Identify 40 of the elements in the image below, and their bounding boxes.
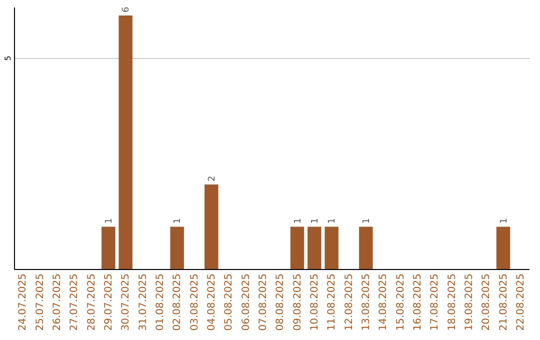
- x-tick-label: 04.08.2025: [206, 274, 218, 331]
- data-label: 1: [293, 218, 304, 224]
- x-tick-label: 02.08.2025: [172, 274, 184, 331]
- data-label: 1: [310, 218, 320, 224]
- x-tick-label: 06.08.2025: [240, 274, 252, 331]
- x-tick-label: 15.08.2025: [395, 274, 406, 331]
- data-label: 1: [328, 218, 338, 224]
- y-tick-label: 5: [4, 56, 12, 61]
- x-tick-label: 30.07.2025: [120, 274, 132, 331]
- x-tick-label: 27.07.2025: [69, 274, 80, 331]
- data-label: 1: [362, 218, 372, 224]
- x-tick-label: 11.08.2025: [326, 274, 338, 331]
- data-label: 1: [104, 218, 114, 224]
- x-tick-label: 22.08.2025: [515, 274, 526, 331]
- x-tick-label: 18.08.2025: [446, 274, 458, 331]
- x-tick-label: 19.08.2025: [464, 274, 475, 331]
- x-tick-label: 05.08.2025: [224, 274, 235, 331]
- x-tick-label: 31.07.2025: [138, 274, 149, 331]
- data-label: 1: [173, 218, 184, 224]
- x-tick-label: 16.08.2025: [412, 274, 424, 331]
- data-label: 2: [207, 176, 218, 182]
- x-tick-label: 20.08.2025: [481, 274, 492, 331]
- x-tick-label: 28.07.2025: [86, 274, 98, 331]
- x-tick-label: 01.08.2025: [154, 274, 166, 331]
- x-tick-label: 25.07.2025: [34, 274, 46, 331]
- x-tick-label: 08.08.2025: [275, 274, 286, 331]
- data-label: 1: [499, 218, 510, 224]
- x-tick-label: 29.07.2025: [103, 274, 114, 331]
- x-tick-label: 21.08.2025: [498, 274, 510, 331]
- x-tick-label: 09.08.2025: [292, 274, 304, 331]
- x-tick-label: 13.08.2025: [360, 274, 372, 331]
- x-tick-label: 26.07.2025: [52, 274, 63, 331]
- x-tick-label: 07.08.2025: [258, 274, 269, 331]
- x-tick-label: 17.08.2025: [430, 274, 441, 331]
- x-tick-label: 10.08.2025: [309, 274, 320, 331]
- x-tick-label: 12.08.2025: [344, 274, 355, 331]
- x-tick-label: 24.07.2025: [18, 274, 29, 331]
- x-tick-label: 03.08.2025: [189, 274, 200, 331]
- x-tick-label: 14.08.2025: [378, 274, 390, 331]
- data-label: 6: [122, 6, 132, 12]
